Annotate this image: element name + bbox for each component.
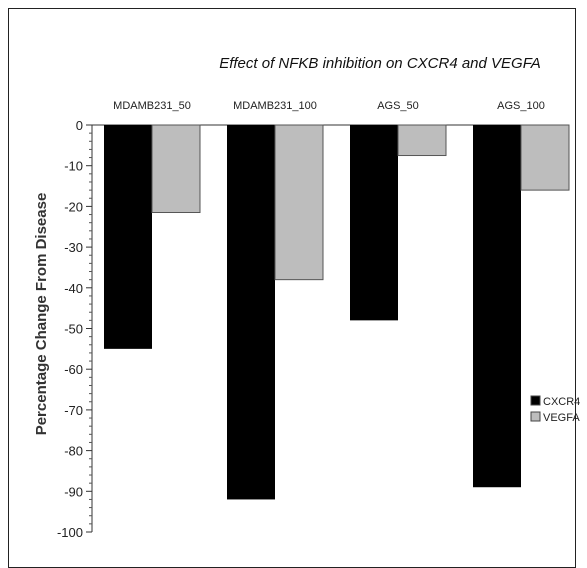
bar-vegfa-ags_50	[397, 124, 447, 157]
category-label: MDAMB231_100	[233, 100, 317, 112]
legend-swatch-cxcr4	[530, 395, 541, 406]
y-tick-label: -30	[64, 240, 83, 255]
bars	[104, 124, 570, 500]
category-label: AGS_50	[377, 100, 419, 112]
bar-cxcr4-mdamb231_50	[104, 125, 152, 349]
legend-label-cxcr4: CXCR4	[543, 396, 580, 408]
y-tick-label: -80	[64, 444, 83, 459]
y-tick-label: -20	[64, 199, 83, 214]
bar-vegfa-mdamb231_100	[274, 124, 324, 281]
chart-title: Effect of NFKB inhibition on CXCR4 and V…	[219, 55, 541, 72]
category-label: MDAMB231_50	[113, 100, 191, 112]
y-tick-label: -90	[64, 484, 83, 499]
y-tick-label: -50	[64, 322, 83, 337]
legend-label-vegfa: VEGFA	[543, 412, 580, 424]
y-tick-label: -70	[64, 403, 83, 418]
y-tick-label: -40	[64, 281, 83, 296]
y-tick-label: 0	[76, 118, 83, 133]
y-tick-label: -100	[57, 525, 83, 540]
legend-swatch-vegfa	[530, 411, 541, 422]
bar-vegfa-ags_100	[520, 124, 570, 191]
bar-cxcr4-ags_50	[350, 125, 398, 321]
bar-vegfa-mdamb231_50	[151, 124, 201, 214]
y-tick-label: -60	[64, 362, 83, 377]
category-label: AGS_100	[497, 100, 545, 112]
y-axis-label: Percentage Change From Disease	[33, 193, 50, 436]
y-tick-label: -10	[64, 159, 83, 174]
bar-cxcr4-ags_100	[473, 125, 521, 488]
bar-cxcr4-mdamb231_100	[227, 125, 275, 500]
category-labels: MDAMB231_50 MDAMB231_100 AGS_50 AGS_100	[113, 100, 545, 112]
legend: CXCR4 VEGFA	[530, 395, 580, 424]
